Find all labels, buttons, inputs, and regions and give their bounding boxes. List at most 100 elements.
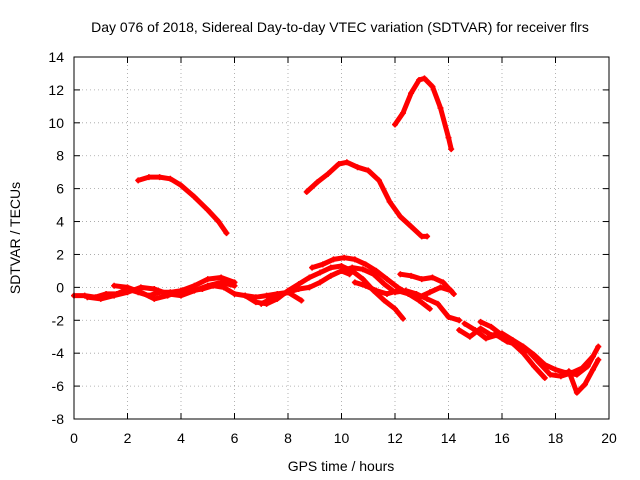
data-point <box>327 272 334 279</box>
series-line <box>352 279 433 312</box>
y-tick-label: -6 <box>52 378 65 394</box>
data-point <box>145 174 152 181</box>
data-point <box>397 213 404 220</box>
data-point <box>445 313 452 320</box>
data-point <box>111 282 118 289</box>
series-arc-l <box>351 279 433 312</box>
data-point <box>271 294 278 301</box>
series-line <box>478 319 548 381</box>
data-point <box>408 90 415 97</box>
series-arc-b <box>303 159 431 240</box>
data-point <box>383 276 390 283</box>
data-point <box>242 292 249 299</box>
data-point <box>448 146 455 153</box>
data-point <box>408 223 415 230</box>
data-point <box>488 323 495 330</box>
data-point <box>137 289 144 296</box>
data-point <box>191 193 198 200</box>
data-point <box>327 264 334 271</box>
data-point <box>306 284 313 291</box>
x-tick-label: 8 <box>284 430 292 446</box>
y-tick-label: -4 <box>52 345 65 361</box>
data-point <box>204 282 211 289</box>
data-point <box>552 366 559 373</box>
grid-lines <box>74 57 609 419</box>
data-point <box>349 264 356 271</box>
data-point <box>595 343 602 350</box>
y-tick-label: 4 <box>56 214 64 230</box>
data-point <box>429 274 436 281</box>
series-line <box>258 289 304 307</box>
data-point <box>263 292 270 299</box>
data-point <box>252 299 259 306</box>
data-point <box>437 105 444 112</box>
y-tick-label: 0 <box>56 279 64 295</box>
series-arc-c <box>392 75 455 153</box>
data-point <box>285 289 291 296</box>
data-point <box>426 305 433 312</box>
data-point <box>317 279 324 286</box>
data-point <box>477 318 484 325</box>
data-point <box>394 287 401 294</box>
data-point <box>164 292 171 299</box>
data-point <box>319 261 326 268</box>
data-point <box>386 198 393 205</box>
data-point <box>520 350 527 357</box>
data-point <box>218 274 225 281</box>
data-point <box>381 297 388 304</box>
y-tick-label: 12 <box>48 82 64 98</box>
series-arc-a <box>135 174 230 237</box>
data-point <box>309 264 316 271</box>
data-point <box>429 83 436 90</box>
chart-title: Day 076 of 2018, Sidereal Day-to-day VTE… <box>91 19 589 35</box>
data-point <box>579 364 586 371</box>
data-point <box>351 256 358 263</box>
data-point <box>151 295 158 302</box>
data-point <box>418 276 425 283</box>
data-series <box>71 75 602 396</box>
data-point <box>581 381 588 388</box>
x-tick-label: 6 <box>231 430 239 446</box>
data-point <box>400 109 407 116</box>
x-tick-label: 18 <box>548 430 564 446</box>
data-point <box>343 159 350 166</box>
data-point <box>383 290 390 297</box>
data-point <box>421 75 428 82</box>
data-point <box>541 374 548 381</box>
data-point <box>437 284 444 291</box>
data-point <box>97 295 104 302</box>
data-point <box>223 230 230 237</box>
data-point <box>306 274 313 281</box>
series-arc-f <box>111 274 238 302</box>
y-tick-label: 6 <box>56 181 64 197</box>
data-point <box>589 366 596 373</box>
data-point <box>392 121 398 128</box>
x-tick-label: 20 <box>601 430 617 446</box>
data-point <box>325 170 332 177</box>
data-point <box>84 294 91 301</box>
data-point <box>338 267 345 274</box>
data-point <box>499 332 505 339</box>
data-point <box>424 295 431 302</box>
y-tick-label: 8 <box>56 148 64 164</box>
data-point <box>167 175 174 182</box>
data-point <box>424 233 431 240</box>
data-point <box>370 271 377 278</box>
data-point <box>156 174 163 181</box>
y-tick-label: -2 <box>52 312 65 328</box>
data-point <box>381 281 388 288</box>
data-point <box>317 269 324 276</box>
x-tick-label: 16 <box>494 430 510 446</box>
series-line <box>111 275 237 302</box>
series-arc-o <box>477 318 548 381</box>
data-point <box>418 233 425 240</box>
data-point <box>191 282 198 289</box>
data-point <box>525 348 532 355</box>
data-point <box>135 177 142 184</box>
data-point <box>466 333 473 340</box>
data-point <box>531 363 538 370</box>
y-tick-label: 14 <box>48 49 64 65</box>
data-point <box>589 353 596 360</box>
data-point <box>440 279 447 286</box>
